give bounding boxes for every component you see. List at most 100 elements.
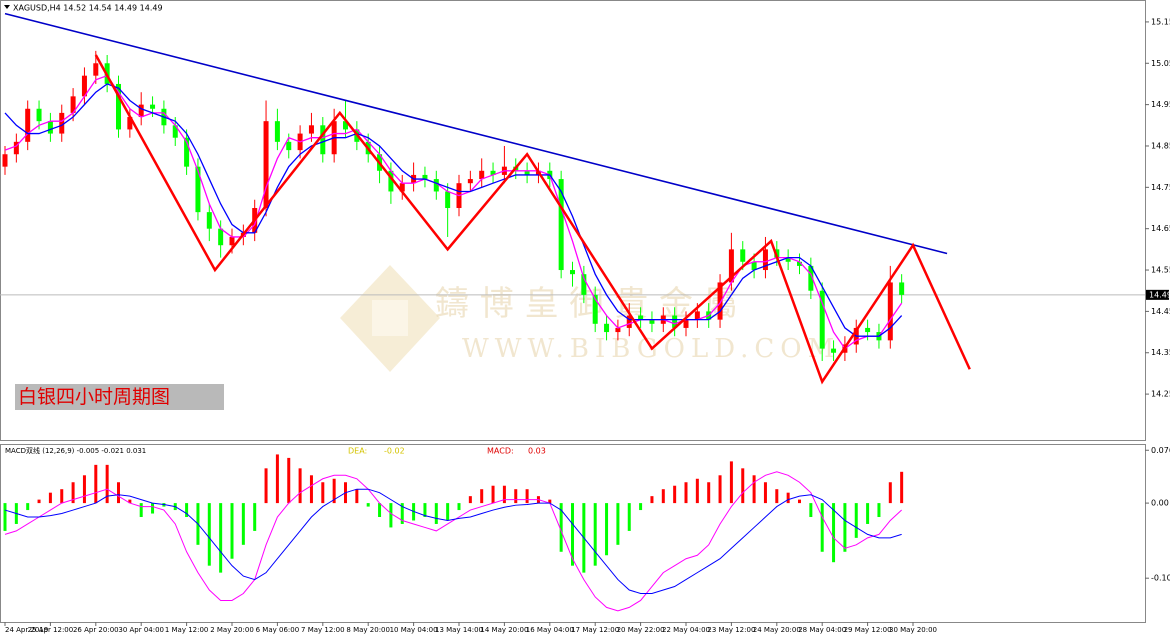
macd-bar <box>843 503 847 552</box>
macd-bar <box>241 503 245 545</box>
macd-value: 0.03 <box>528 447 546 456</box>
macd-bar <box>718 475 722 504</box>
note-box <box>15 384 224 410</box>
macd-bar <box>673 485 677 504</box>
note-label: 白银四小时周期图 <box>18 386 170 408</box>
candle-body <box>36 108 42 122</box>
macd-bar <box>185 503 189 518</box>
candle-body <box>206 212 212 229</box>
x-tick-label: 16 May 04:00 <box>526 626 574 634</box>
macd-panel <box>0 444 1146 623</box>
candle-body <box>717 282 723 320</box>
macd-bar <box>593 503 597 566</box>
macd-bar <box>832 503 836 563</box>
x-tick-label: 13 May 14:00 <box>435 626 483 634</box>
candle-body <box>47 121 53 134</box>
macd-bar <box>752 475 756 504</box>
macd-bar <box>207 503 211 566</box>
candle-body <box>2 154 8 167</box>
macd-bar <box>378 503 382 518</box>
macd-label: MACD: <box>487 447 514 456</box>
macd-bar <box>468 496 472 504</box>
candle-body <box>93 63 99 76</box>
macd-bar <box>571 503 574 566</box>
macd-bar <box>298 468 302 504</box>
macd-bar <box>729 461 733 504</box>
y-tick-label: 15.15 <box>1151 17 1170 26</box>
x-tick-label: 6 May 06:00 <box>256 626 300 634</box>
macd-bar <box>661 489 665 504</box>
macd-bar <box>639 503 643 511</box>
x-tick-label: 30 Apr 04:00 <box>118 626 164 634</box>
macd-line <box>4 471 902 612</box>
macd-bar <box>695 478 699 504</box>
macd-title: MACD双线 (12,26,9) -0.005 -0.021 0.031 <box>5 446 146 455</box>
candle-body <box>218 228 224 246</box>
candle-body <box>59 112 65 134</box>
y-tick-label: 14.85 <box>1151 141 1170 150</box>
x-tick-label: 10 May 04:00 <box>390 626 438 634</box>
macd-bar <box>128 499 132 504</box>
macd-bar <box>888 482 892 504</box>
candle-body <box>887 282 893 341</box>
candle-body <box>899 282 905 295</box>
macd-bar <box>400 503 404 524</box>
candle-body <box>422 174 428 180</box>
macd-bar <box>559 503 563 552</box>
candle-body <box>127 117 133 130</box>
macd-bar <box>117 482 120 504</box>
y-tick-label: 14.65 <box>1151 224 1170 233</box>
y-tick-label: 15.05 <box>1151 59 1170 68</box>
macd-bar <box>355 489 359 504</box>
macd-bar <box>775 489 779 504</box>
macd-bar <box>616 503 620 545</box>
x-tick-label: 29 May 12:00 <box>844 626 892 634</box>
current-price-label: 14.49 <box>1149 290 1170 299</box>
macd-bar <box>287 457 291 504</box>
macd-bar <box>321 482 325 504</box>
macd-bar <box>71 482 75 504</box>
y-tick-label: 14.95 <box>1151 100 1170 109</box>
macd-bar <box>37 499 41 504</box>
candle-body <box>592 294 598 324</box>
x-tick-label: 17 May 12:00 <box>571 626 619 634</box>
macd-bar <box>480 489 484 504</box>
macd-bar <box>26 503 30 511</box>
candle-body <box>604 323 610 333</box>
candle-body <box>13 141 19 155</box>
x-tick-label: 26 Apr 20:00 <box>73 626 119 634</box>
y-tick-label: -0.108 <box>1151 574 1170 583</box>
watermark-url: WWW.BIBGOLD.COM <box>462 334 840 364</box>
candle-body <box>184 137 190 167</box>
candle-body <box>388 170 394 192</box>
x-tick-label: 22 May 04:00 <box>662 626 710 634</box>
x-tick-label: 8 May 20:00 <box>346 626 390 634</box>
price-panel <box>0 0 1146 441</box>
candle-body <box>274 121 280 142</box>
macd-bar <box>253 503 257 531</box>
candle-body <box>172 125 178 138</box>
menu-arrow <box>4 5 10 9</box>
candle-body <box>626 315 632 328</box>
macd-bar <box>650 496 654 504</box>
candle-body <box>819 290 825 349</box>
candle-body <box>445 191 451 209</box>
x-tick-label: 14 May 20:00 <box>480 626 528 634</box>
candle-body <box>116 83 121 130</box>
macd-bar <box>230 503 234 559</box>
y-tick-label: 14.75 <box>1151 183 1170 192</box>
candle-body <box>762 249 768 271</box>
symbol-header: XAGUSD,H4 14.52 14.54 14.49 14.49 <box>13 4 163 13</box>
x-tick-label: 2 May 20:00 <box>210 626 254 634</box>
macd-line <box>4 488 902 594</box>
macd-bar <box>60 489 64 504</box>
macd-bar <box>151 503 155 514</box>
macd-bar <box>877 503 881 518</box>
macd-bar <box>105 464 109 504</box>
macd-bar <box>525 489 529 504</box>
candle-body <box>694 311 700 320</box>
macd-bar <box>389 503 393 528</box>
macd-bar <box>707 482 711 504</box>
y-tick-label: 14.35 <box>1151 348 1170 357</box>
